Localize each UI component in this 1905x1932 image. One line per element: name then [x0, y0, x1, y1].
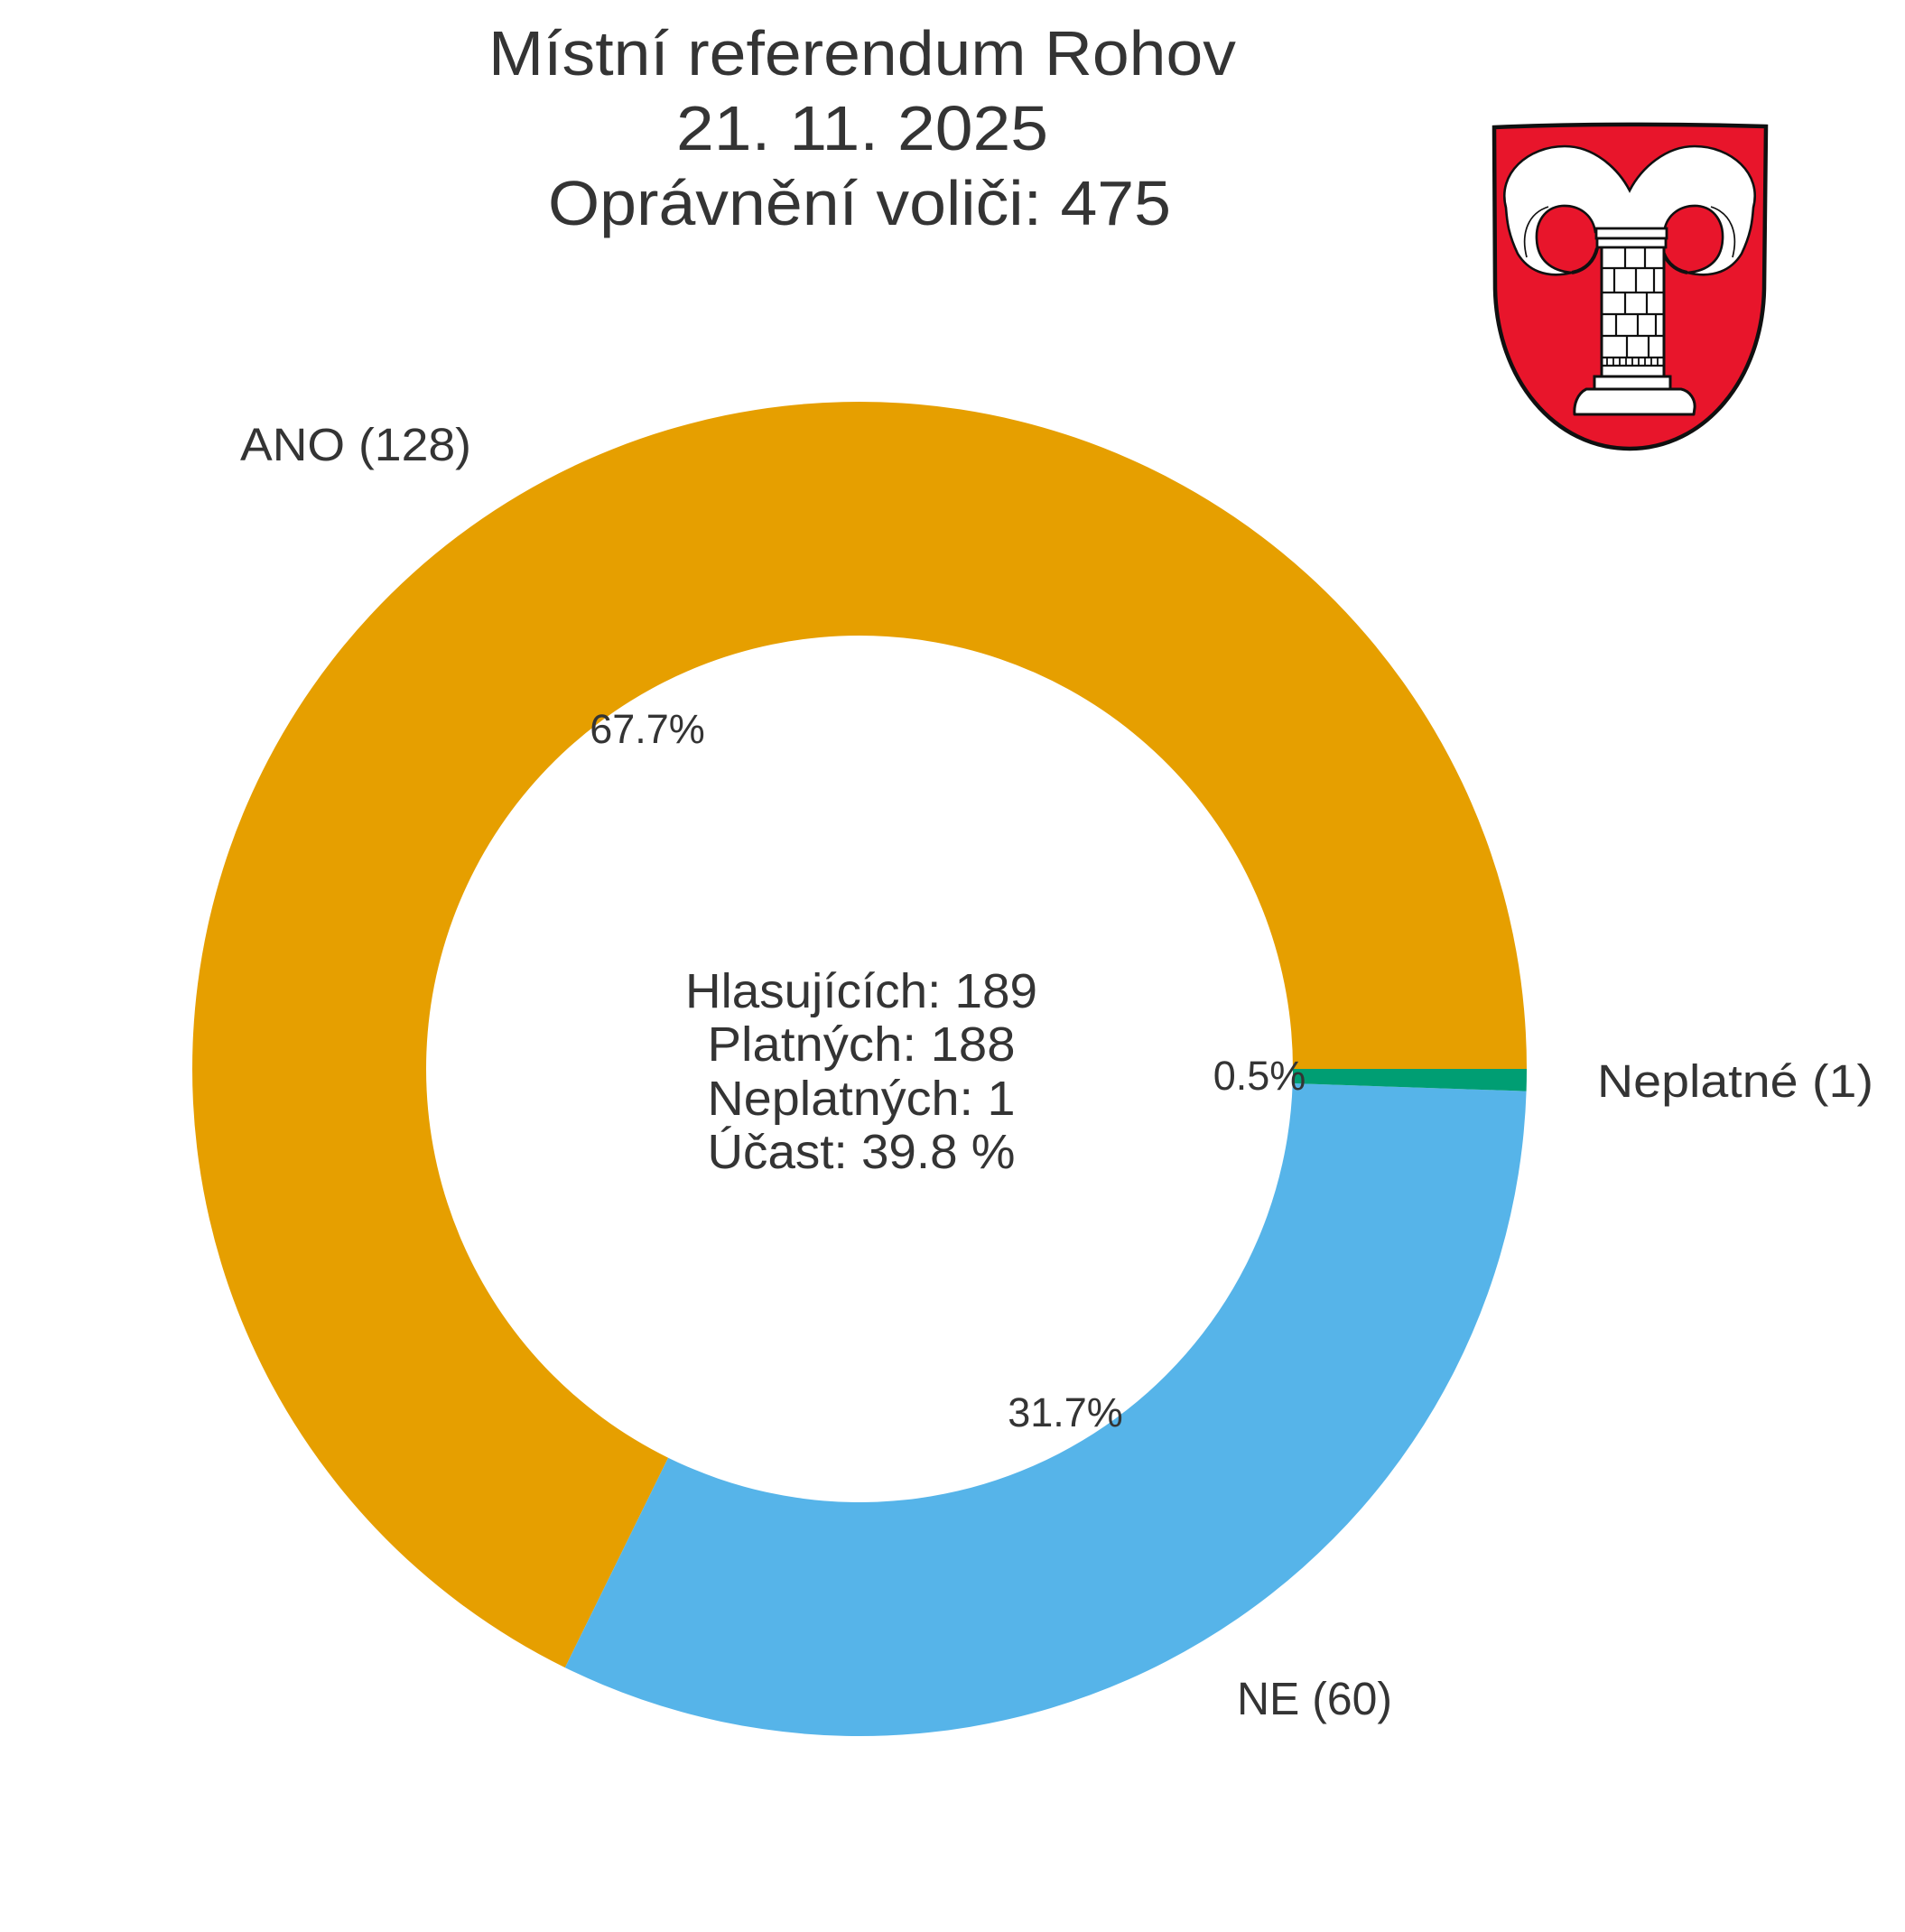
svg-text:Neplatné (1): Neplatné (1) — [1597, 1055, 1873, 1107]
svg-text:Neplatných: 1: Neplatných: 1 — [708, 1072, 1016, 1126]
svg-text:0.5%: 0.5% — [1213, 1053, 1306, 1099]
svg-text:Oprávnění voliči: 475: Oprávnění voliči: 475 — [548, 168, 1171, 238]
svg-text:Účast: 39.8 %: Účast: 39.8 % — [708, 1125, 1016, 1179]
svg-text:NE (60): NE (60) — [1237, 1673, 1392, 1724]
svg-text:21. 11. 2025: 21. 11. 2025 — [676, 93, 1048, 163]
svg-text:Hlasujících: 189: Hlasujících: 189 — [685, 964, 1037, 1018]
svg-text:Místní referendum Rohov: Místní referendum Rohov — [488, 18, 1236, 88]
svg-text:ANO (128): ANO (128) — [240, 419, 471, 470]
svg-text:Platných: 188: Platných: 188 — [708, 1017, 1016, 1072]
svg-text:31.7%: 31.7% — [1008, 1389, 1123, 1435]
svg-text:67.7%: 67.7% — [590, 706, 705, 752]
